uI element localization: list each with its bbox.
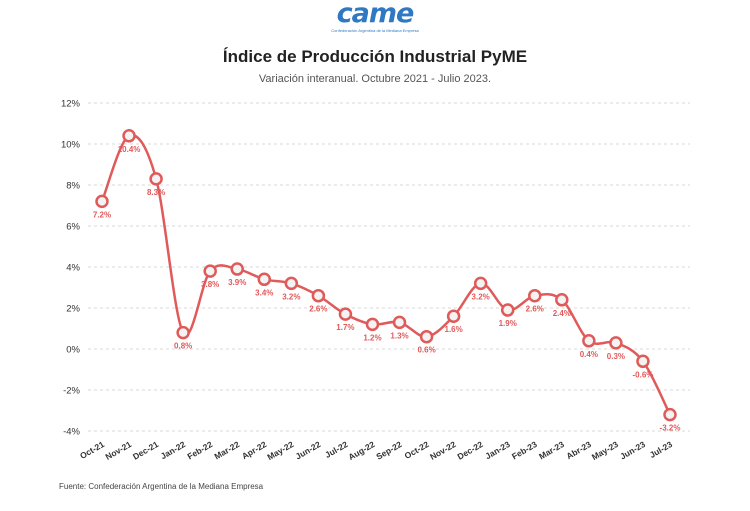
data-label: -3.2% [660, 424, 681, 433]
x-tick-label: Oct-22 [403, 439, 431, 461]
data-point [500, 303, 515, 317]
data-label: 2.4% [553, 309, 571, 318]
x-tick-label: Jun-22 [294, 439, 323, 461]
logo-subtext: Confederación Argentina de la Mediana Em… [331, 28, 419, 33]
x-tick-label: Nov-21 [104, 439, 134, 462]
data-point [582, 334, 596, 348]
x-tick-label: Oct-21 [78, 439, 106, 461]
chart-subtitle: Variación interanual. Octubre 2021 - Jul… [258, 73, 492, 85]
data-label: 3.2% [282, 292, 300, 301]
x-tick-label: Sep-22 [374, 439, 403, 462]
data-label: 3.2% [472, 292, 490, 301]
data-point [663, 407, 677, 422]
x-tick-label: Abr-23 [565, 439, 594, 461]
data-label: 7.2% [93, 210, 111, 219]
data-label: 3.9% [228, 278, 246, 287]
x-tick-label: Dec-21 [131, 439, 160, 462]
logo-wordmark: came [336, 0, 415, 29]
data-point [176, 325, 190, 340]
data-label: 1.3% [390, 331, 408, 340]
x-tick-label: Mar-23 [537, 439, 566, 461]
y-tick-label: 6% [66, 222, 80, 233]
chart-title: Índice de Producción Industrial PyME [222, 47, 528, 66]
x-tick-label: Mar-22 [213, 439, 242, 461]
data-point [555, 293, 569, 307]
data-point [230, 262, 244, 276]
y-tick-label: 0% [66, 345, 80, 356]
data-point [203, 264, 217, 278]
x-tick-label: Aug-22 [347, 439, 377, 462]
data-point [122, 129, 136, 143]
data-labels: 7.2% 10.4% 8.3% 0.8% 3.8% 3.9% 3.4% 3.2% 2.6% 1.7… [93, 145, 681, 433]
data-label: 3.4% [255, 288, 273, 297]
x-tick-label: Apr-22 [240, 439, 269, 461]
data-point [636, 354, 650, 369]
x-tick-label: Jul-22 [323, 439, 350, 460]
x-tick-label: Jun-23 [618, 439, 647, 461]
data-label: 1.2% [363, 333, 381, 342]
data-point [392, 315, 407, 330]
x-tick-label: May-22 [265, 439, 295, 462]
series-line [100, 133, 672, 416]
data-label: 0.4% [580, 350, 598, 359]
data-label: -0.6% [632, 370, 653, 379]
data-label: 8.3% [147, 188, 165, 197]
data-point [473, 276, 488, 291]
x-tick-label: Jan-22 [159, 439, 188, 461]
data-point [338, 307, 353, 321]
data-point [609, 336, 623, 350]
came-logo: came Confederación Argentina de la Media… [318, 0, 432, 33]
y-tick-label: -2% [63, 386, 80, 397]
data-point [446, 309, 461, 323]
data-point [257, 272, 272, 287]
x-tick-label: Feb-22 [185, 439, 214, 461]
data-point [95, 194, 109, 209]
data-point [365, 317, 380, 332]
x-tick-label: Feb-23 [510, 439, 539, 461]
y-tick-label: 4% [66, 263, 80, 274]
x-tick-label: Dec-22 [456, 439, 485, 462]
data-point [149, 172, 163, 186]
data-label: 10.4% [118, 145, 141, 154]
data-label: 1.9% [499, 319, 517, 328]
x-tick-label: Jan-23 [483, 439, 512, 461]
data-label: 0.3% [607, 352, 625, 361]
data-label: 3.8% [201, 280, 219, 289]
source-note: Fuente: Confederación Argentina de la Me… [59, 482, 264, 491]
y-tick-label: 10% [61, 140, 81, 151]
x-tick-label: Nov-22 [428, 439, 458, 462]
data-label: 0.6% [417, 346, 435, 355]
x-tick-label: Jul-23 [648, 439, 675, 460]
data-label: 2.6% [309, 305, 327, 314]
x-tick-label: May-23 [590, 439, 620, 462]
y-tick-label: 2% [66, 304, 80, 315]
data-label: 1.7% [336, 323, 354, 332]
data-label: 0.8% [174, 342, 192, 351]
x-axis: Oct-21Nov-21Dec-21Jan-22Feb-22Mar-22Apr-… [78, 439, 674, 462]
data-point [528, 288, 542, 303]
y-tick-label: -4% [63, 427, 80, 438]
data-point [311, 288, 326, 303]
y-axis: 12% 10% 8% 6% 4% 2% 0% -2% -4% [61, 99, 81, 438]
data-point [419, 329, 434, 344]
data-label: 1.6% [445, 325, 463, 334]
y-tick-label: 8% [66, 181, 80, 192]
gridlines [88, 102, 690, 432]
data-points [95, 129, 677, 422]
data-label: 2.6% [526, 305, 544, 314]
y-tick-label: 12% [61, 99, 81, 110]
data-point [284, 276, 299, 291]
